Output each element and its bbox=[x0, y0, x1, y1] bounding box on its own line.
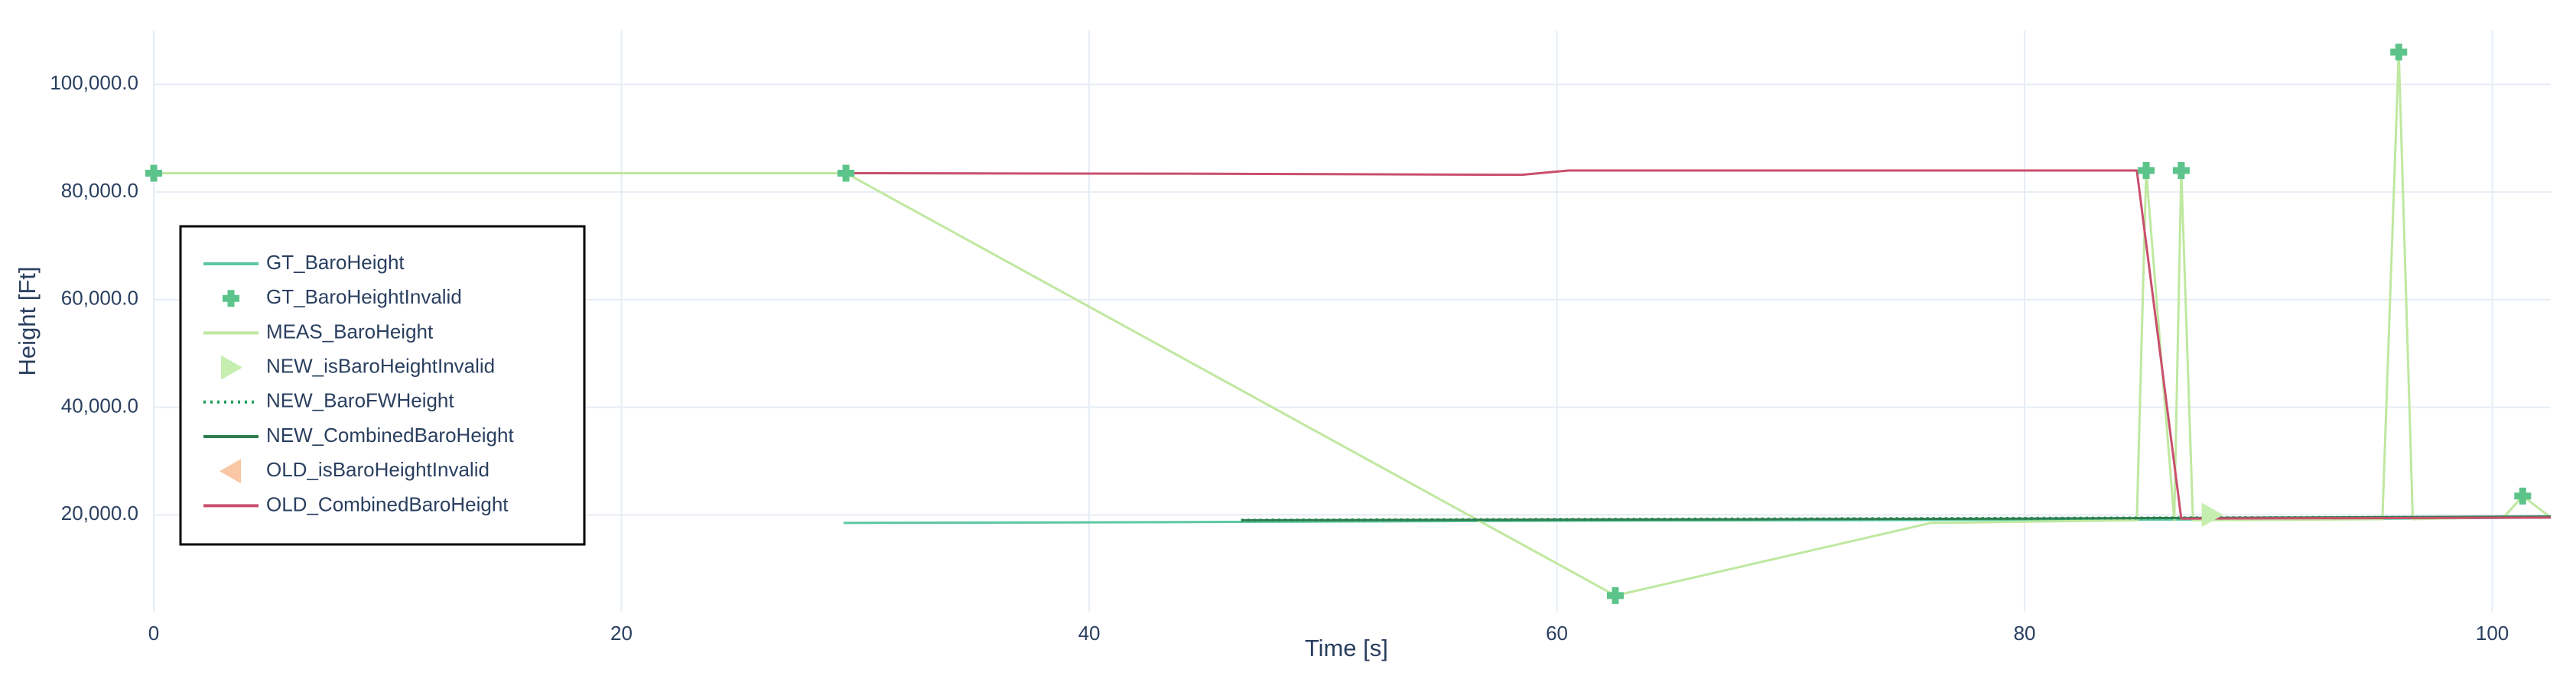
meas-baroheight-legend-label: MEAS_BaroHeight bbox=[266, 320, 434, 343]
legend-box bbox=[179, 225, 586, 546]
gt-baroheight-legend-label: GT_BaroHeight bbox=[266, 251, 405, 274]
marker-layer bbox=[145, 44, 2532, 604]
y-tick-label: 60,000.0 bbox=[61, 287, 138, 310]
new-barofwheight-legend-label: NEW_BaroFWHeight bbox=[266, 389, 454, 412]
old-combinedbaroheight-legend-label: OLD_CombinedBaroHeight bbox=[266, 492, 509, 515]
gt-baroheightinvalid-marker bbox=[1606, 586, 1624, 604]
x-tick-label: 40 bbox=[1078, 622, 1101, 645]
gt-baroheightinvalid-legend-label: GT_BaroHeightInvalid bbox=[266, 285, 462, 308]
x-tick-label: 20 bbox=[610, 622, 633, 645]
series-layer bbox=[154, 50, 2552, 597]
legend: GT_BaroHeight GT_BaroHeightInvalid MEAS_Ba… bbox=[179, 225, 586, 546]
axis-layer: 0 20 40 60 80 100 20,000.0 40,000.0 60,000.0 80,0… bbox=[50, 71, 2509, 645]
new-isbaroheightinvalid-legend-label: NEW_isBaroHeightInvalid bbox=[266, 354, 495, 377]
y-tick-label: 40,000.0 bbox=[61, 394, 138, 417]
old-combinedbaroheight-line bbox=[843, 169, 2552, 520]
gt-baroheightinvalid-marker bbox=[2514, 487, 2532, 505]
gt-baroheightinvalid-marker bbox=[145, 164, 162, 182]
y-tick-label: 80,000.0 bbox=[61, 179, 138, 202]
x-tick-label: 80 bbox=[2014, 622, 2036, 645]
gt-baroheightinvalid-marker bbox=[2390, 44, 2408, 61]
y-axis-title: Height [Ft] bbox=[14, 267, 41, 376]
x-tick-label: 0 bbox=[148, 622, 159, 645]
gt-baroheightinvalid-marker bbox=[2138, 161, 2155, 179]
y-tick-label: 20,000.0 bbox=[61, 502, 138, 525]
old-isbaroheightinvalid-legend-label: OLD_isBaroHeightInvalid bbox=[266, 458, 490, 481]
old-isbaroheightinvalid-legend-swatch bbox=[220, 459, 241, 484]
gt-baroheightinvalid-legend-swatch bbox=[223, 290, 239, 307]
new-combinedbaroheight-legend-label: NEW_CombinedBaroHeight bbox=[266, 424, 514, 447]
x-tick-label: 60 bbox=[1546, 622, 1568, 645]
x-tick-label: 100 bbox=[2476, 622, 2509, 645]
gt-baroheightinvalid-marker bbox=[838, 164, 855, 182]
new-isbaroheightinvalid-legend-swatch bbox=[221, 355, 242, 380]
new-isbaroheightinvalid-marker bbox=[2201, 502, 2223, 528]
x-axis-title: Time [s] bbox=[1305, 635, 1388, 661]
gt-baroheightinvalid-marker bbox=[2172, 161, 2190, 179]
y-tick-label: 100,000.0 bbox=[50, 71, 138, 94]
